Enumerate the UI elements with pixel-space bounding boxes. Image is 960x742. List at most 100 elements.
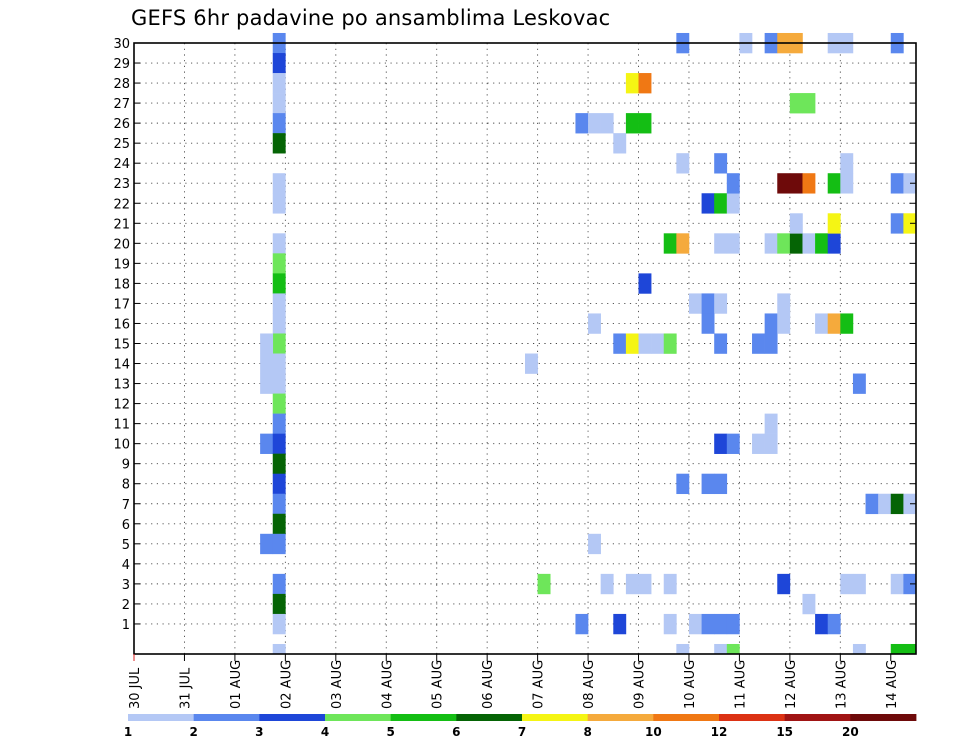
heatmap-cell xyxy=(272,193,286,214)
heatmap-cell xyxy=(676,233,690,254)
y-axis: 1234567891011121314151617181920212223242… xyxy=(113,37,916,633)
heatmap-cell xyxy=(802,233,816,254)
x-tick-label: 08 AUG xyxy=(582,660,597,709)
heatmap-cell xyxy=(272,293,286,314)
heatmap-cell xyxy=(903,643,917,655)
heatmap-cell xyxy=(588,113,601,134)
heatmap-cell xyxy=(625,113,639,134)
heatmap-cell xyxy=(777,313,791,334)
heatmap-cell xyxy=(840,313,854,334)
heatmap-cell xyxy=(600,573,614,595)
y-tick-label: 30 xyxy=(113,37,130,52)
heatmap-cell xyxy=(651,333,665,354)
y-tick-label: 20 xyxy=(113,237,130,252)
heatmap-cell xyxy=(890,213,904,234)
y-tick-label: 9 xyxy=(122,458,130,473)
heatmap-cell xyxy=(272,133,286,154)
y-tick-label: 14 xyxy=(113,358,130,373)
heatmap-cell xyxy=(272,353,286,374)
heatmap-cell xyxy=(789,233,803,254)
heatmap-cell xyxy=(663,573,677,595)
heatmap-cell xyxy=(272,643,286,655)
heatmap-cell xyxy=(852,573,866,595)
heatmap-cell xyxy=(726,433,740,454)
y-tick-label: 24 xyxy=(113,157,130,172)
heatmap-cell xyxy=(726,233,740,254)
heatmap-cell xyxy=(676,643,690,655)
x-tick-label: 04 AUG xyxy=(380,660,395,709)
y-tick-label: 5 xyxy=(122,538,130,553)
y-tick-label: 10 xyxy=(113,438,130,453)
heatmap-cell xyxy=(714,613,728,635)
heatmap-cell xyxy=(272,513,286,535)
heatmap-cell xyxy=(878,493,892,515)
plot-frame xyxy=(133,42,917,655)
heatmap-cell xyxy=(890,173,904,194)
heatmap-cell xyxy=(789,213,803,234)
legend-swatch xyxy=(653,714,720,721)
legend-swatch xyxy=(587,714,654,721)
heatmap-cell xyxy=(903,213,917,234)
x-tick-label: 09 AUG xyxy=(633,660,648,709)
heatmap-cell xyxy=(272,253,286,274)
y-tick-label: 4 xyxy=(122,558,130,573)
heatmap-cell xyxy=(663,613,677,635)
heatmap-cell xyxy=(701,313,715,334)
heatmap-cell xyxy=(714,333,728,354)
heatmap-cell xyxy=(272,93,286,114)
heatmap-cell xyxy=(260,373,274,394)
heatmap-cell xyxy=(272,473,286,495)
heatmap-cell xyxy=(714,193,728,214)
heatmap-cell xyxy=(815,233,829,254)
heatmap-cell xyxy=(638,113,652,134)
heatmap-cells xyxy=(260,32,917,655)
heatmap-cell xyxy=(588,533,601,555)
legend-swatch xyxy=(719,714,786,721)
y-tick-label: 3 xyxy=(122,578,130,593)
heatmap-cell xyxy=(272,273,286,294)
heatmap-cell xyxy=(663,333,677,354)
heatmap-cell xyxy=(726,173,740,194)
heatmap-cell xyxy=(625,73,639,94)
y-tick-label: 12 xyxy=(113,398,130,413)
x-tick-label: 11 AUG xyxy=(733,660,748,709)
heatmap-cell xyxy=(272,113,286,134)
x-tick-label: 10 AUG xyxy=(683,660,698,709)
heatmap-cell xyxy=(625,333,639,354)
heatmap-cell xyxy=(764,233,778,254)
x-tick-label: 06 AUG xyxy=(481,660,496,709)
heatmap-cell xyxy=(726,193,740,214)
heatmap-cell xyxy=(777,233,791,254)
x-tick-label: 14 AUG xyxy=(885,660,900,709)
x-tick-label: 01 AUG xyxy=(229,660,244,709)
heatmap-cell xyxy=(638,273,652,294)
legend-label: 4 xyxy=(321,725,329,739)
legend-label: 15 xyxy=(776,725,793,739)
heatmap-cell xyxy=(827,613,841,635)
y-tick-label: 13 xyxy=(113,378,130,393)
x-tick-label: 12 AUG xyxy=(784,660,799,709)
heatmap-cell xyxy=(777,173,791,194)
x-tick-label: 05 AUG xyxy=(431,660,446,709)
heatmap-cell xyxy=(903,493,917,515)
x-tick-label: 07 AUG xyxy=(532,660,547,709)
legend-swatch xyxy=(193,714,260,721)
legend-swatch xyxy=(522,714,589,721)
heatmap-cell xyxy=(272,73,286,94)
heatmap-cell xyxy=(600,113,614,134)
heatmap-cell xyxy=(638,333,652,354)
heatmap-cell xyxy=(815,313,829,334)
heatmap-cell xyxy=(865,493,879,515)
heatmap-cell xyxy=(272,433,286,454)
heatmap-cell xyxy=(701,473,715,495)
heatmap-cell xyxy=(840,573,854,595)
heatmap-cell xyxy=(714,233,728,254)
chart-title: GEFS 6hr padavine po ansamblima Leskovac xyxy=(131,6,611,30)
heatmap-cell xyxy=(840,173,854,194)
heatmap-cell xyxy=(815,613,829,635)
y-tick-label: 27 xyxy=(113,97,130,112)
heatmap-cell xyxy=(272,573,286,595)
heatmap-cell xyxy=(852,373,866,394)
heatmap-cell xyxy=(272,493,286,515)
heatmap-cell xyxy=(260,533,274,555)
